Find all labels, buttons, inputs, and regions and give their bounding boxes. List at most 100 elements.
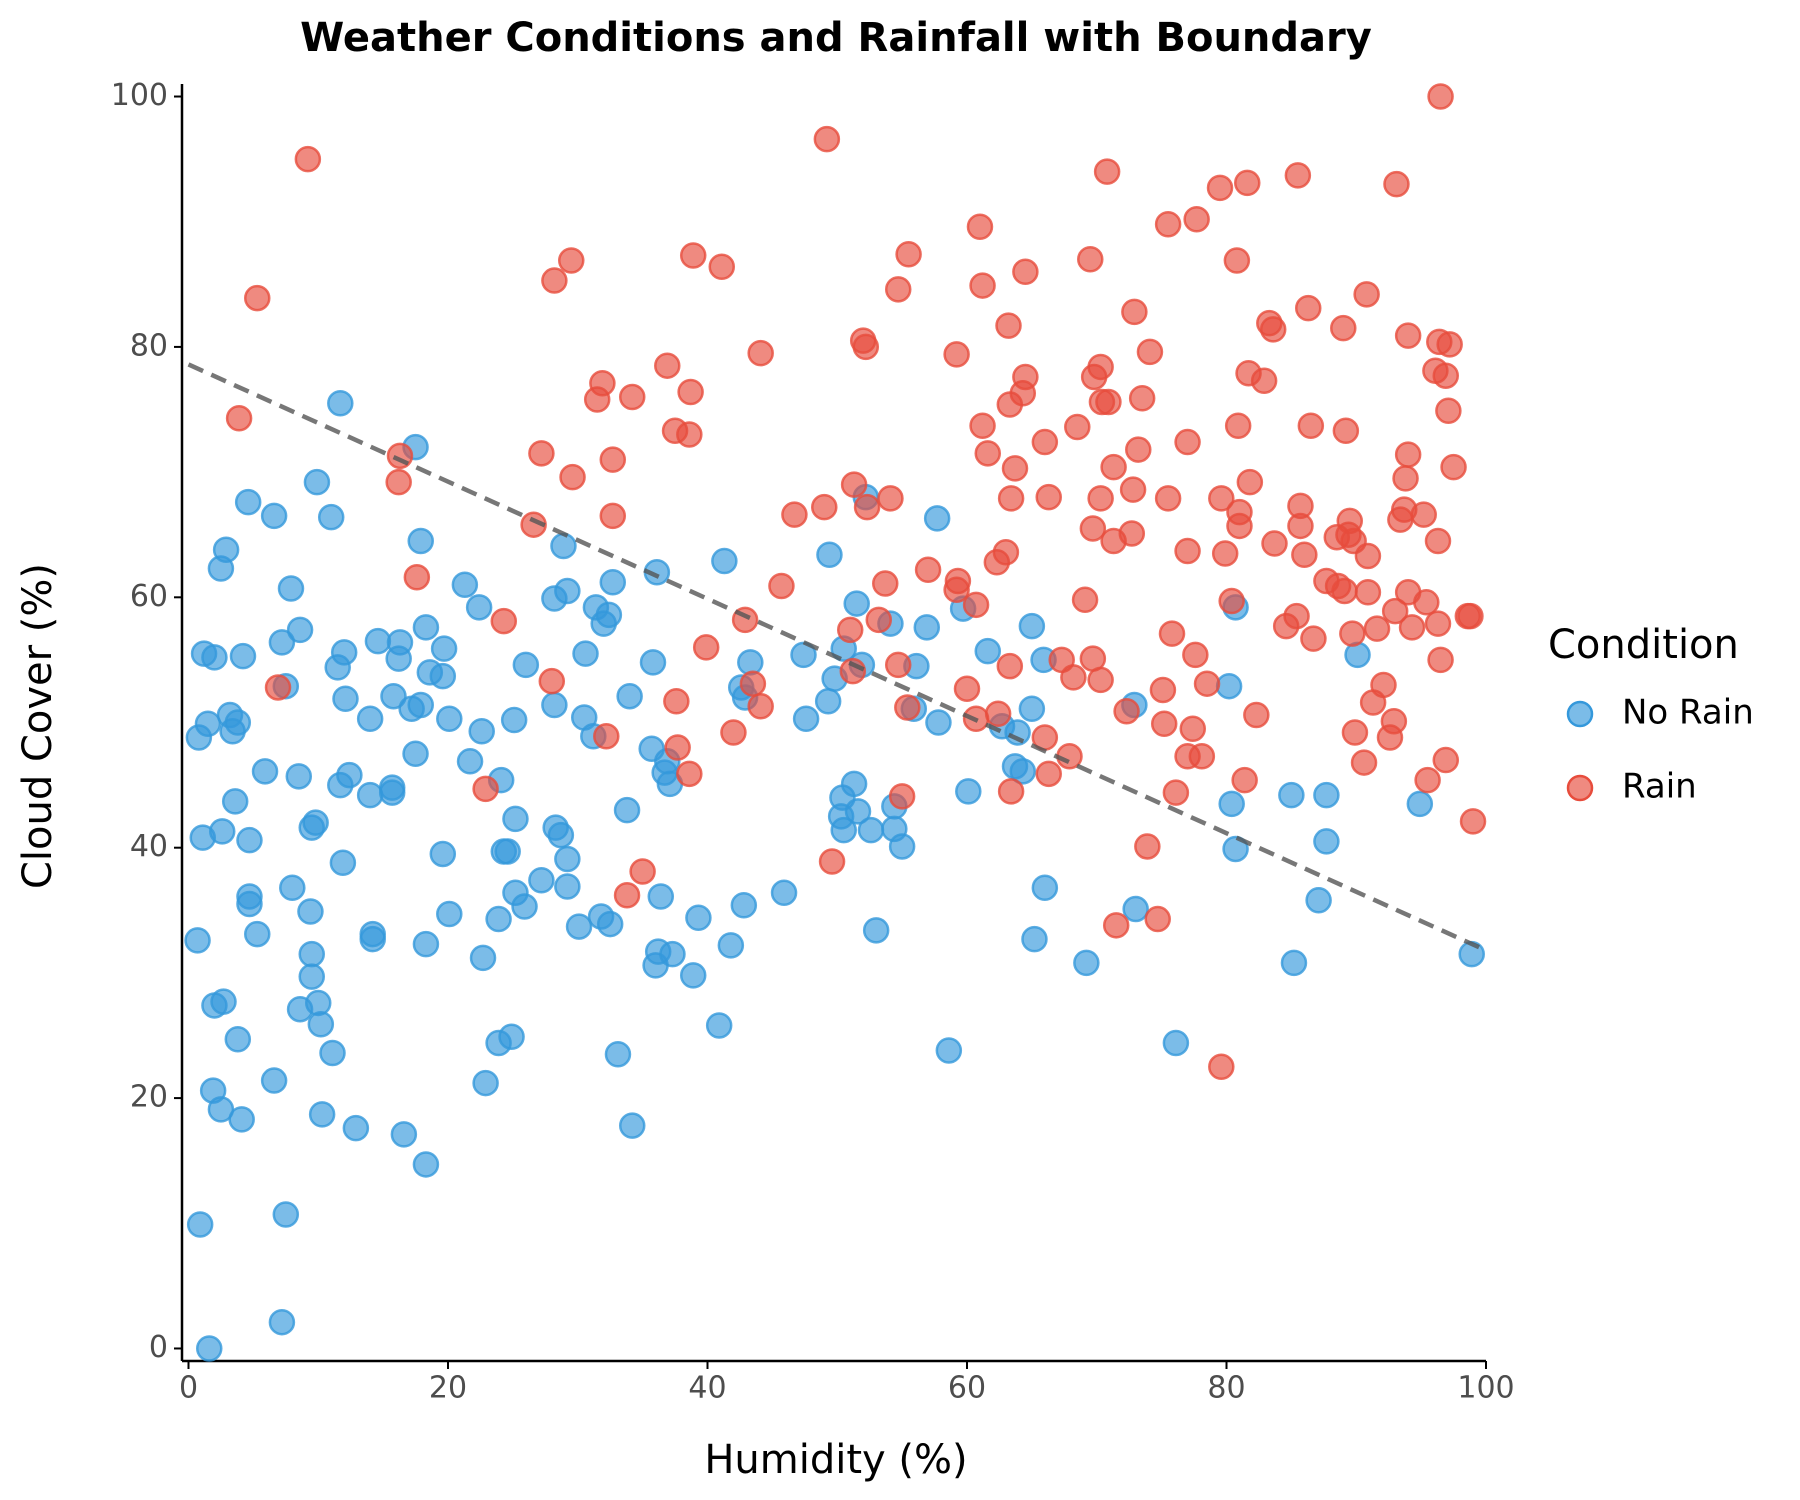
point [877,485,904,512]
point [1330,314,1357,342]
point [1113,697,1140,725]
point [1287,512,1314,540]
point [228,1106,255,1133]
point [528,866,555,894]
point [1064,413,1091,441]
point [1136,338,1164,366]
point [1381,597,1409,625]
point [436,705,463,732]
point [1182,641,1209,669]
point [844,798,872,825]
point [599,569,627,596]
point [1087,485,1114,512]
point [613,796,641,824]
point [1313,828,1340,855]
point [747,692,774,720]
point [1208,1053,1235,1081]
point [1001,455,1029,482]
point [730,892,758,919]
point [811,493,838,521]
point [1211,540,1239,567]
point [319,1039,346,1067]
chart-title: Weather Conditions and Rainfall with Bou… [300,15,1372,61]
point [613,882,641,909]
point [1332,417,1360,445]
point [451,571,479,599]
y-tick-label: 0 [149,1330,168,1365]
point [962,591,990,619]
point [500,706,528,734]
point [302,809,329,836]
point [616,682,643,710]
point [679,242,707,269]
y-tick-label: 80 [130,328,168,363]
point [1009,758,1037,785]
point [356,781,384,809]
x-axis-label: Humidity (%) [704,1437,967,1483]
point [378,779,406,806]
point [1424,610,1452,637]
point [229,642,257,670]
point [1031,874,1059,902]
point [679,962,707,989]
point [599,502,627,530]
point [490,607,518,635]
point [364,627,392,655]
point [272,1201,300,1228]
point [210,988,237,1015]
point [1174,537,1201,565]
point [984,700,1012,727]
point [430,635,458,662]
point [1250,367,1278,394]
point [618,383,646,411]
point [664,734,691,761]
point [1224,412,1252,440]
point [286,616,314,644]
point [308,1101,336,1128]
point [1394,322,1422,349]
point [1291,541,1318,568]
point [1218,790,1245,818]
point [1012,363,1039,391]
point [294,145,322,173]
point [830,816,857,844]
point [1162,1029,1190,1057]
point [1102,912,1130,939]
point [895,241,922,268]
point [1060,664,1087,691]
point [969,412,996,440]
point [676,421,703,448]
point [1035,483,1062,511]
point [547,821,575,849]
x-tick-label: 20 [429,1371,467,1406]
point [1154,210,1182,238]
point [618,1112,646,1139]
point [997,485,1025,512]
point [298,940,326,968]
point [186,1211,214,1238]
point [1236,468,1264,496]
point [677,378,704,406]
point [1278,781,1305,809]
point [260,502,288,530]
point [720,719,747,746]
point [1158,620,1186,647]
point [1424,527,1452,555]
legend-title: Condition [1548,622,1739,668]
point [840,471,868,498]
point [303,468,331,496]
point [913,614,941,641]
point [1259,316,1287,343]
point [840,770,868,798]
point [472,775,499,803]
point [966,213,994,240]
point [593,723,620,750]
point [1283,602,1310,630]
point [403,564,431,591]
point [1353,281,1380,308]
point [224,709,252,736]
legend-marker [1566,700,1594,728]
point [412,930,440,958]
point [268,629,296,656]
point [565,913,593,940]
